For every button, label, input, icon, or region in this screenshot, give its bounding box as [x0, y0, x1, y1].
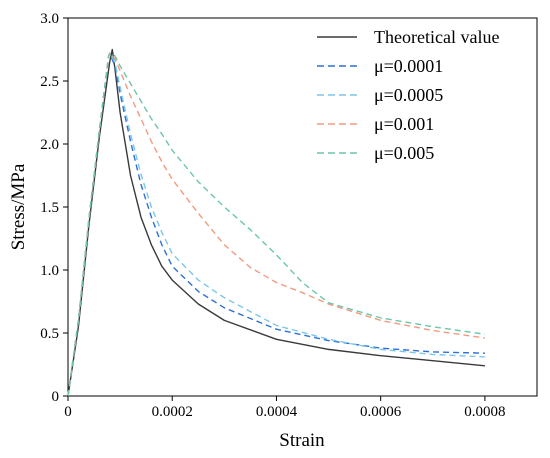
x-tick-label: 0: [64, 404, 72, 420]
x-tick-label: 0.0008: [464, 404, 505, 420]
legend-label: μ=0.001: [374, 114, 434, 134]
legend-label: μ=0.0005: [374, 85, 443, 105]
y-tick-label: 0: [52, 389, 60, 405]
y-tick-label: 1.5: [40, 200, 59, 216]
y-tick-label: 2.0: [40, 137, 59, 153]
legend-label: Theoretical value: [374, 27, 499, 47]
x-tick-label: 0.0004: [256, 404, 298, 420]
x-axis-title: Strain: [279, 430, 325, 451]
legend-label: μ=0.005: [374, 143, 434, 163]
series-line-4: [67, 52, 485, 397]
series-line-1: [67, 52, 485, 397]
y-tick-label: 3.0: [40, 11, 59, 27]
y-axis-title: Stress/MPa: [8, 163, 29, 250]
series-layer: [67, 48, 485, 397]
y-tick-label: 0.5: [40, 326, 59, 342]
x-tick-label: 0.0002: [152, 404, 193, 420]
y-tick-label: 2.5: [40, 74, 59, 90]
series-line-0: [67, 48, 485, 397]
y-axis: 0 0.5 1.0 1.5 2.0 2.5 3.0: [40, 11, 68, 405]
x-tick-label: 0.0006: [360, 404, 402, 420]
y-tick-label: 1.0: [40, 263, 59, 279]
x-axis: 0 0.0002 0.0004 0.0006 0.0008: [64, 396, 506, 420]
legend-label: μ=0.0001: [374, 56, 443, 76]
legend: Theoretical value μ=0.0001 μ=0.0005 μ=0.001…: [317, 27, 499, 163]
